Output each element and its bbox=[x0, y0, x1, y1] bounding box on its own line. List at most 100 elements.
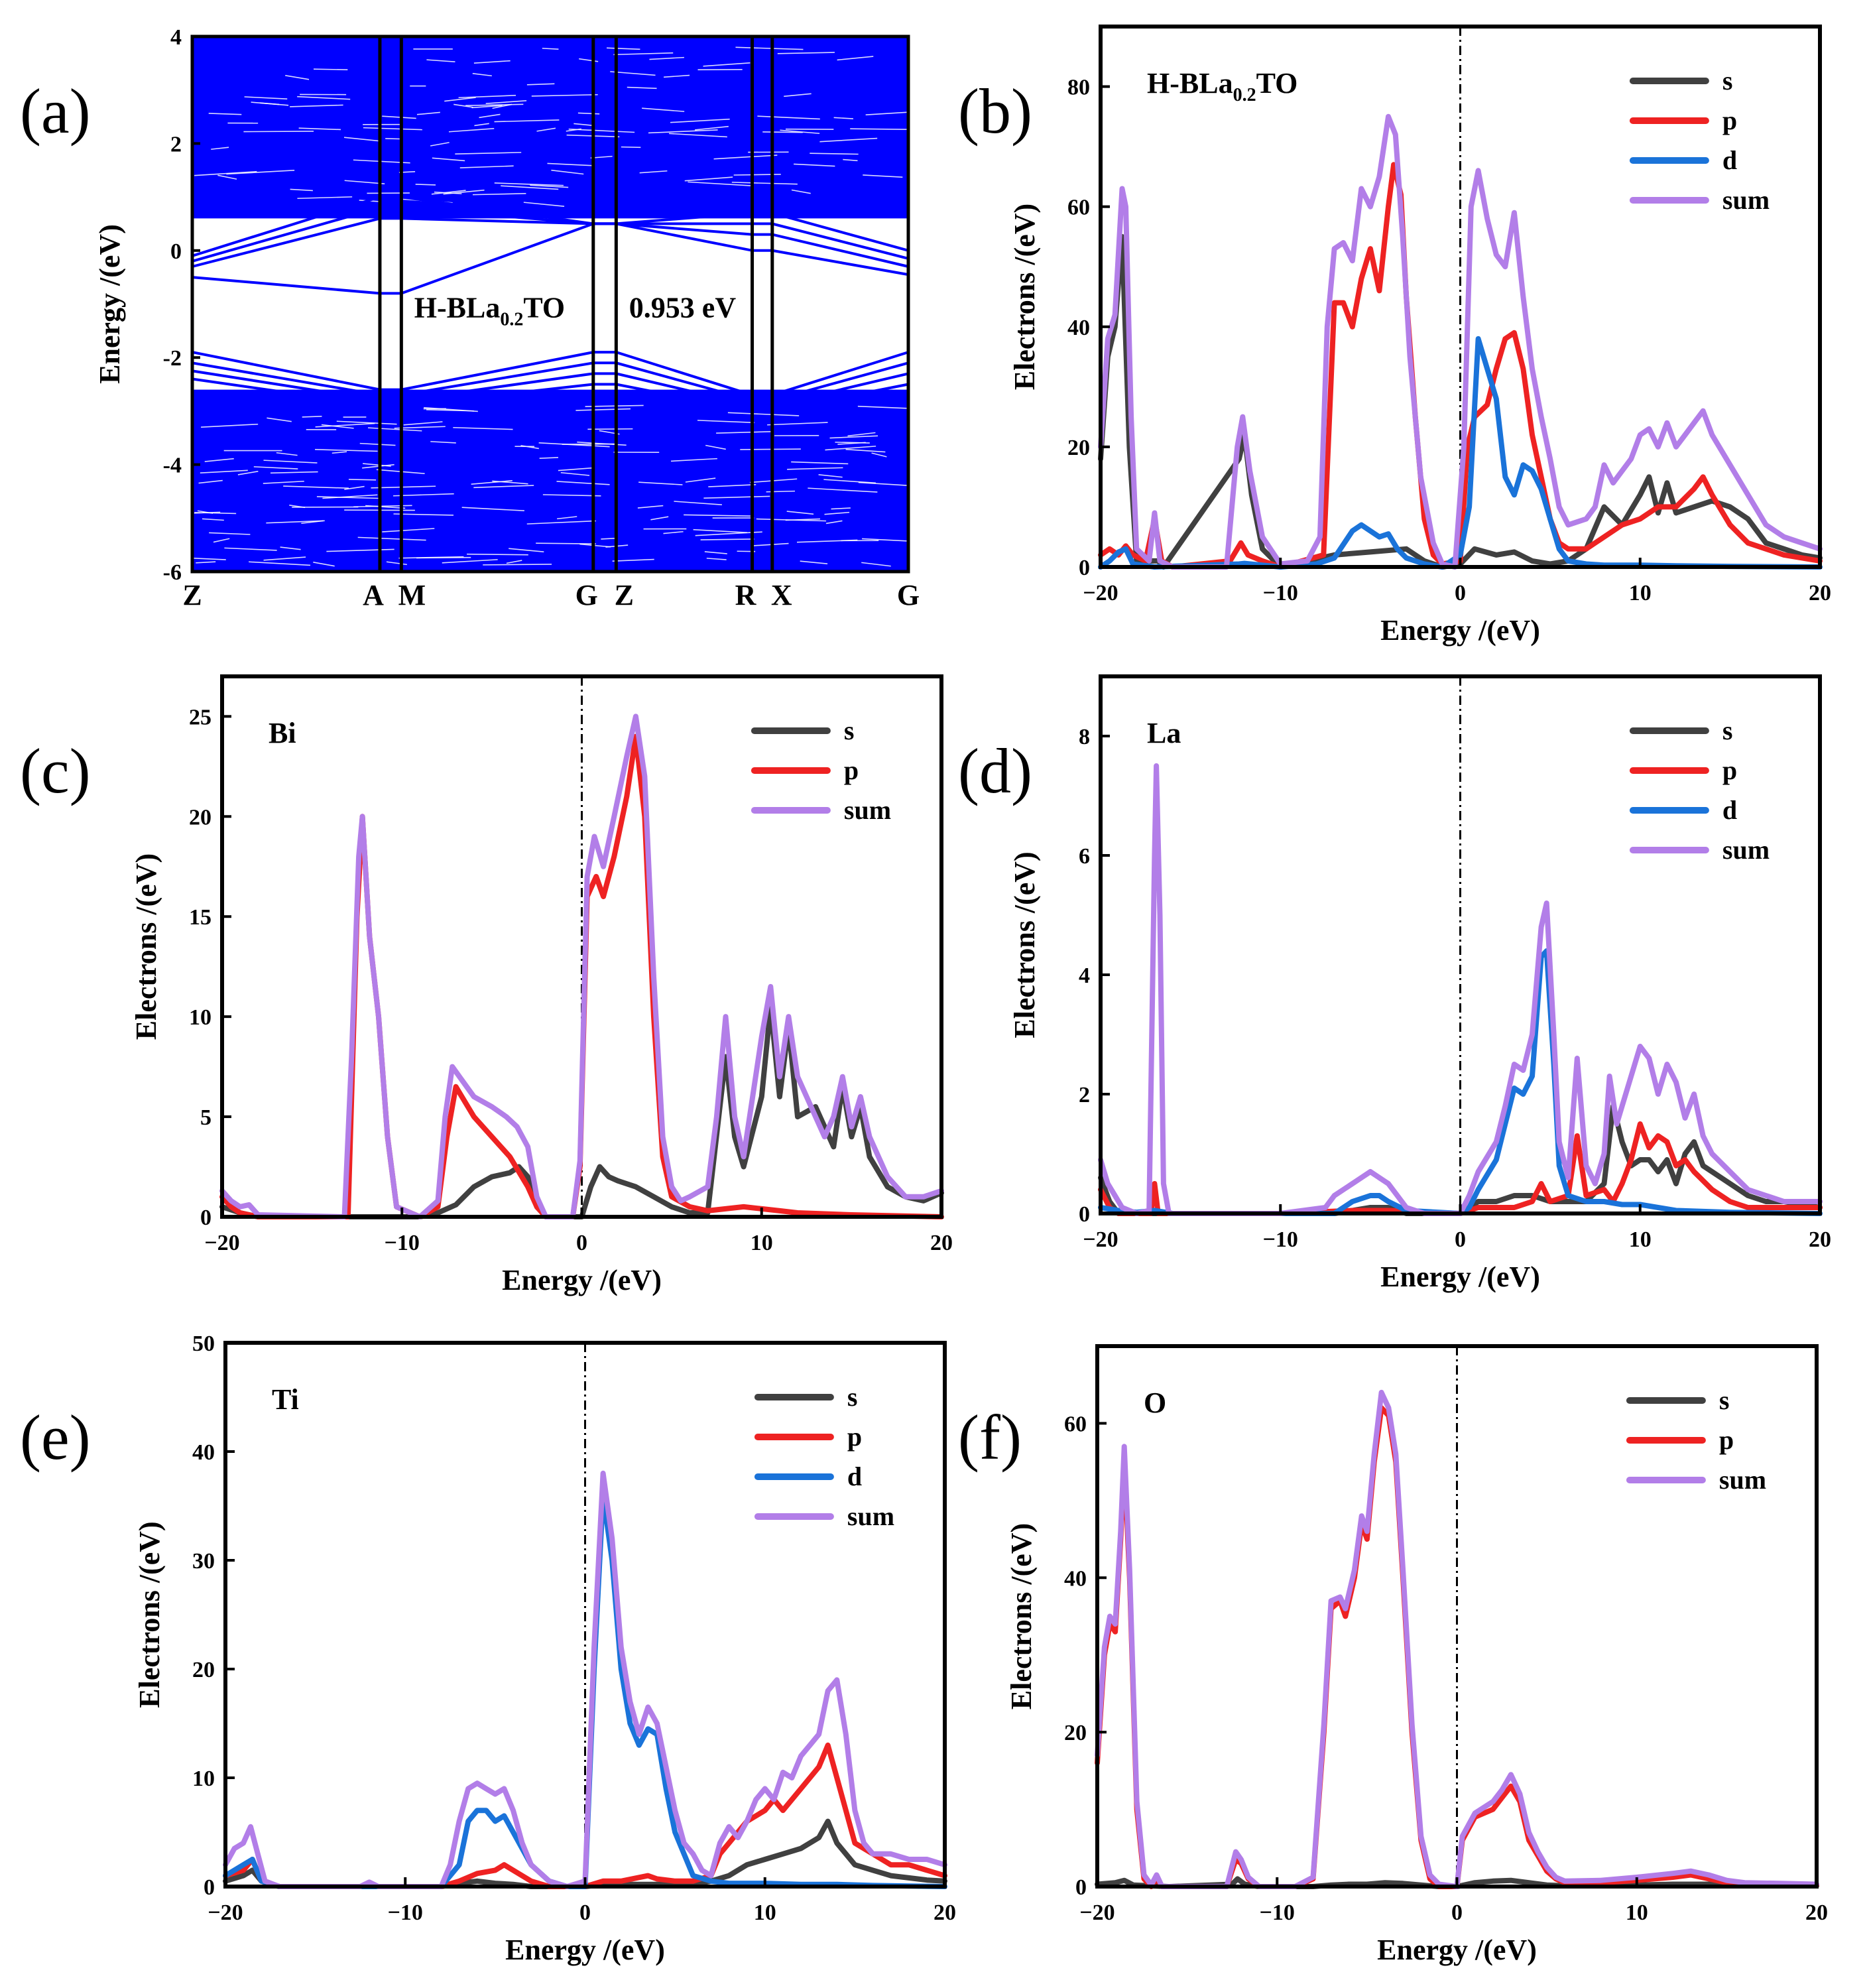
x-tick-label: 10 bbox=[1629, 581, 1652, 605]
band-texture-streak bbox=[740, 448, 801, 450]
band-texture-streak bbox=[556, 481, 610, 485]
band-texture-streak bbox=[363, 463, 391, 467]
y-tick-label: 5 bbox=[200, 1105, 211, 1130]
band-texture-streak bbox=[818, 474, 843, 478]
kpoint-label: Z bbox=[615, 579, 634, 611]
legend-label-sum: sum bbox=[1722, 835, 1770, 865]
legend-label-s: s bbox=[847, 1382, 858, 1412]
panel-title-main: H-BLa bbox=[1147, 67, 1233, 99]
legend-label-p: p bbox=[1722, 755, 1737, 785]
x-tick-label: −10 bbox=[1263, 581, 1298, 605]
panel-title-sub: 0.2 bbox=[500, 310, 523, 330]
kpoint-label: R bbox=[735, 579, 757, 611]
band-texture-streak bbox=[249, 561, 311, 566]
band-texture-streak bbox=[587, 428, 633, 430]
band-texture-streak bbox=[649, 56, 684, 60]
band-texture-streak bbox=[290, 104, 343, 107]
panel-title-end: TO bbox=[1256, 67, 1298, 99]
band-texture-streak bbox=[211, 147, 229, 150]
band-texture-streak bbox=[825, 446, 876, 451]
band-texture-streak bbox=[473, 485, 534, 489]
kpoint-label: G bbox=[897, 579, 920, 611]
legend-label-d: d bbox=[1722, 145, 1737, 175]
band-texture-streak bbox=[217, 174, 237, 180]
band-texture-streak bbox=[670, 118, 730, 123]
panel-label: (e) bbox=[20, 1402, 91, 1473]
band-texture-streak bbox=[485, 99, 527, 105]
band-texture-streak bbox=[831, 507, 851, 510]
series-line-p bbox=[223, 1742, 947, 1889]
panel-e-ti-pdos: (e) −20 −10 0 10 20 0 10 20 30 40 50 Energy /(eV) Ele… bbox=[20, 1332, 956, 1966]
band-texture-streak bbox=[209, 532, 251, 535]
band-texture-streak bbox=[575, 408, 631, 411]
panel-label: (d) bbox=[958, 735, 1032, 806]
band-texture-streak bbox=[843, 158, 858, 162]
band-texture-streak bbox=[536, 542, 596, 544]
band-texture-streak bbox=[443, 189, 485, 195]
band-texture-streak bbox=[367, 427, 422, 432]
band-texture-streak bbox=[579, 543, 611, 548]
band-texture-streak bbox=[551, 169, 584, 175]
band-texture-streak bbox=[871, 452, 887, 458]
band-texture-streak bbox=[316, 496, 380, 499]
band-texture-streak bbox=[244, 96, 288, 100]
panel-title: H-BLa0.2TO bbox=[1147, 67, 1297, 105]
band-texture-streak bbox=[845, 448, 886, 453]
panel-title-main: Bi bbox=[269, 717, 296, 749]
band-texture-streak bbox=[752, 542, 789, 546]
band-texture-streak bbox=[193, 558, 226, 560]
band-texture-streak bbox=[297, 95, 351, 100]
band-texture-streak bbox=[693, 528, 747, 533]
panel-label: (a) bbox=[20, 76, 91, 147]
band-texture-streak bbox=[263, 556, 306, 561]
x-axis-label: Energy /(eV) bbox=[502, 1264, 662, 1296]
y-tick-label: 20 bbox=[1067, 436, 1090, 460]
band-texture-streak bbox=[526, 520, 596, 525]
band-texture-streak bbox=[713, 155, 778, 160]
band-texture-streak bbox=[201, 423, 259, 428]
band-texture-streak bbox=[343, 137, 381, 142]
valence-band-line bbox=[192, 351, 909, 397]
x-tick-label: −20 bbox=[1083, 581, 1118, 605]
x-tick-label: −20 bbox=[1079, 1900, 1115, 1925]
y-axis-label: Electrons /(eV) bbox=[130, 853, 162, 1040]
kpoint-label: A bbox=[363, 579, 384, 611]
band-texture-streak bbox=[453, 426, 513, 430]
band-texture-streak bbox=[198, 479, 223, 484]
band-texture-streak bbox=[213, 538, 230, 543]
band-texture-streak bbox=[461, 507, 524, 511]
legend-label-sum: sum bbox=[844, 795, 891, 825]
panel-title-main: H-BLa bbox=[414, 292, 501, 324]
y-tick-label: 60 bbox=[1067, 196, 1090, 220]
band-texture-streak bbox=[263, 480, 304, 484]
band-texture-streak bbox=[298, 127, 341, 131]
band-texture-streak bbox=[263, 460, 318, 464]
y-tick-label: -6 bbox=[163, 560, 182, 585]
band-texture-streak bbox=[226, 170, 295, 175]
x-tick-label: 0 bbox=[1451, 1900, 1463, 1925]
y-tick-label: 0 bbox=[1075, 1875, 1087, 1900]
band-texture-streak bbox=[767, 422, 828, 426]
band-texture-streak bbox=[455, 152, 522, 155]
band-texture-streak bbox=[467, 553, 528, 556]
band-texture-streak bbox=[336, 420, 397, 425]
band-texture-streak bbox=[453, 103, 473, 108]
band-texture-streak bbox=[787, 467, 843, 470]
band-texture-streak bbox=[536, 127, 556, 132]
band-texture-streak bbox=[663, 530, 684, 534]
band-texture-streak bbox=[321, 424, 354, 429]
band-texture-streak bbox=[819, 137, 878, 143]
band-texture-streak bbox=[573, 123, 595, 127]
kpoint-label: M bbox=[398, 579, 426, 611]
y-tick-label: 0 bbox=[1079, 1202, 1090, 1227]
band-texture-streak bbox=[531, 93, 598, 97]
band-texture-streak bbox=[694, 125, 729, 131]
band-texture-streak bbox=[471, 480, 512, 485]
band-texture-streak bbox=[558, 467, 594, 471]
panel-title: O bbox=[1144, 1387, 1166, 1419]
band-texture-streak bbox=[538, 442, 610, 448]
band-texture-streak bbox=[200, 469, 248, 473]
x-tick-label: 10 bbox=[754, 1900, 776, 1925]
